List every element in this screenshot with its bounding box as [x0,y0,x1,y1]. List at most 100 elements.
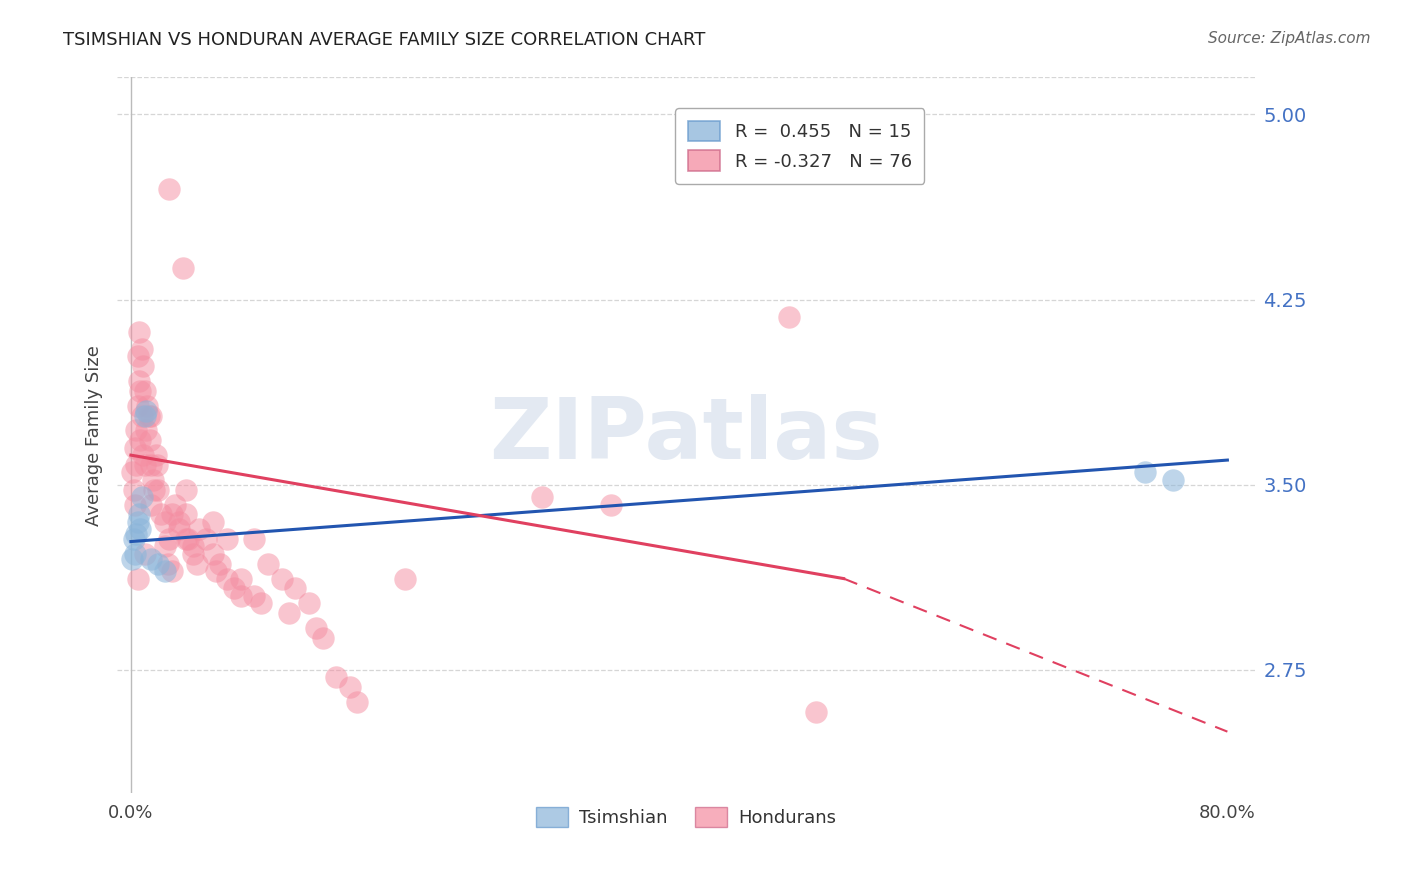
Point [346,695,368,709]
Point [129,384,152,398]
Point [141,458,163,472]
Point [202,515,225,529]
Point [188,522,211,536]
Point [229,572,252,586]
Point [141,409,163,423]
Point [167,515,190,529]
Point [325,670,347,684]
Point [127,350,149,364]
Point [131,342,153,356]
Point [186,557,208,571]
Text: ZIPatlas: ZIPatlas [489,394,883,477]
Point [121,551,143,566]
Point [146,458,169,472]
Point [174,508,197,522]
Point [229,589,252,603]
Point [277,606,299,620]
Text: TSIMSHIAN VS HONDURAN AVERAGE FAMILY SIZE CORRELATION CHART: TSIMSHIAN VS HONDURAN AVERAGE FAMILY SIZ… [63,31,706,49]
Point [312,631,335,645]
Point [243,532,266,546]
Point [305,621,328,635]
Point [134,384,156,398]
Point [1161,473,1184,487]
Point [1133,466,1156,480]
Point [127,399,149,413]
Text: Source: ZipAtlas.com: Source: ZipAtlas.com [1208,31,1371,46]
Point [172,260,194,275]
Point [394,572,416,586]
Point [124,498,146,512]
Point [157,181,180,195]
Point [181,540,204,554]
Point [157,532,180,546]
Point [153,564,176,578]
Point [284,582,307,596]
Legend: Tsimshian, Hondurans: Tsimshian, Hondurans [529,800,844,834]
Point [135,424,157,438]
Point [128,374,150,388]
Point [160,508,183,522]
Point [150,508,173,522]
Point [125,424,148,438]
Point [181,547,204,561]
Point [132,448,155,462]
Point [160,564,183,578]
Point [143,483,166,497]
Point [127,572,149,586]
Point [148,557,170,571]
Point [174,532,197,546]
Point [202,547,225,561]
Point [122,532,145,546]
Point [129,434,152,448]
Point [141,551,163,566]
Point [148,483,170,497]
Point [136,399,159,413]
Point [125,458,148,472]
Point [129,522,152,536]
Point [134,458,156,472]
Point [195,532,218,546]
Point [298,596,321,610]
Point [806,705,828,719]
Point [205,564,228,578]
Point [145,448,167,462]
Point [121,466,143,480]
Point [270,572,292,586]
Point [215,572,238,586]
Point [257,557,280,571]
Point [778,310,800,324]
Point [177,532,200,546]
Point [141,498,163,512]
Point [142,473,165,487]
Point [131,490,153,504]
Point [124,441,146,455]
Point [124,547,146,561]
Point [139,434,162,448]
Point [339,680,361,694]
Point [531,490,554,504]
Point [222,582,245,596]
Point [125,527,148,541]
Point [163,498,186,512]
Point [153,540,176,554]
Point [250,596,273,610]
Y-axis label: Average Family Size: Average Family Size [86,345,103,525]
Point [134,547,156,561]
Point [167,522,190,536]
Point [153,515,176,529]
Point [174,483,197,497]
Point [208,557,231,571]
Point [215,532,238,546]
Point [122,483,145,497]
Point [135,403,157,417]
Point [138,409,160,423]
Point [128,508,150,522]
Point [132,359,155,374]
Point [599,498,621,512]
Point [156,557,179,571]
Point [127,515,149,529]
Point [131,409,153,423]
Point [128,325,150,339]
Point [243,589,266,603]
Point [134,409,156,423]
